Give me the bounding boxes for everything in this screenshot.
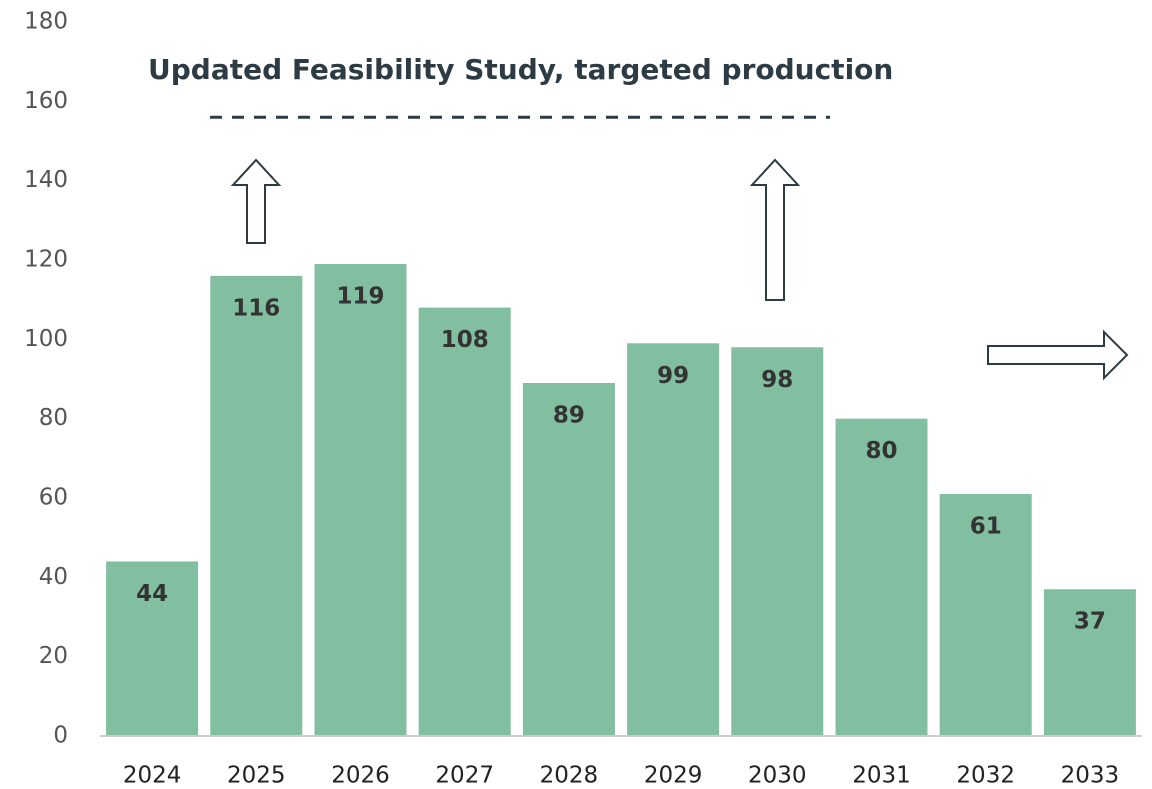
y-tick-label: 60 (39, 485, 68, 511)
x-tick-label: 2024 (123, 763, 182, 789)
y-tick-label: 180 (24, 9, 68, 35)
annotation-text: Updated Feasibility Study, targeted prod… (148, 53, 893, 86)
y-tick-label: 140 (24, 167, 68, 193)
x-tick-label: 2029 (644, 763, 703, 789)
y-tick-label: 40 (39, 564, 68, 590)
x-tick-label: 2032 (956, 763, 1015, 789)
value-label: 99 (657, 363, 689, 389)
y-tick-label: 160 (24, 88, 68, 114)
right-arrow (987, 329, 1129, 381)
bar (731, 347, 824, 736)
x-tick-label: 2033 (1061, 763, 1120, 789)
up-arrow (749, 158, 801, 301)
value-label: 37 (1074, 609, 1106, 635)
y-tick-label: 80 (39, 405, 68, 431)
y-tick-label: 0 (53, 723, 68, 749)
value-label: 108 (441, 327, 489, 353)
bar (418, 307, 511, 736)
value-label: 61 (970, 514, 1002, 540)
value-label: 116 (232, 295, 280, 321)
bar (314, 263, 407, 736)
y-tick-label: 120 (24, 247, 68, 273)
bar (835, 418, 928, 736)
x-tick-label: 2026 (331, 763, 390, 789)
value-label: 98 (761, 367, 793, 393)
value-label: 89 (553, 402, 585, 428)
bar (1043, 589, 1136, 736)
value-label: 80 (865, 438, 897, 464)
x-tick-label: 2031 (852, 763, 911, 789)
y-tick-label: 100 (24, 326, 68, 352)
y-tick-label: 20 (39, 643, 68, 669)
x-tick-label: 2027 (435, 763, 494, 789)
bar (106, 561, 199, 736)
x-tick-label: 2028 (540, 763, 599, 789)
bar (939, 494, 1032, 736)
up-arrow (230, 158, 282, 244)
value-label: 44 (136, 581, 168, 607)
value-label: 119 (336, 283, 384, 309)
bar (522, 382, 615, 736)
x-tick-label: 2030 (748, 763, 807, 789)
x-tick-label: 2025 (227, 763, 286, 789)
bar (210, 275, 303, 736)
bar (627, 343, 720, 736)
